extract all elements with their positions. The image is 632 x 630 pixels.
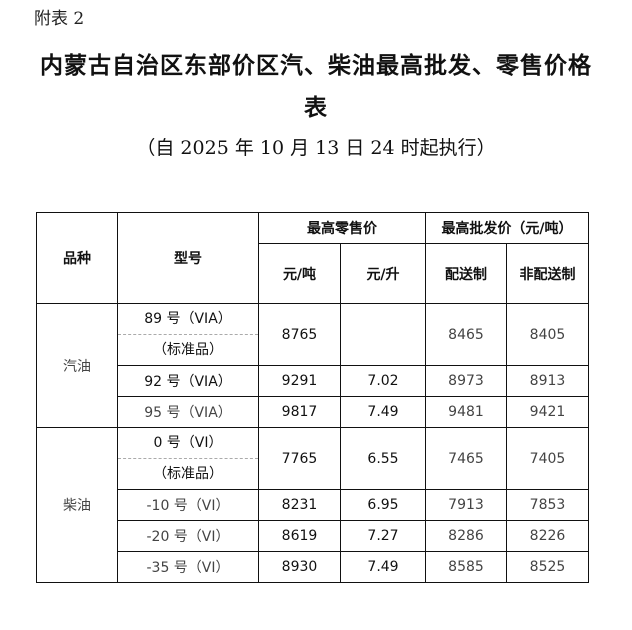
table-row: -35 号（VI） 8930 7.49 8585 8525 [37, 551, 589, 583]
model-note: （标准品） [153, 342, 223, 358]
model-cell: 0 号（VI） （标准品） [117, 427, 259, 490]
model-cell: -10 号（VI） [117, 489, 259, 521]
header-variety: 品种 [36, 212, 118, 304]
model-text: 89 号（VIA） [118, 304, 258, 335]
delivery-cell: 8585 [425, 551, 507, 583]
delivery-cell: 7465 [425, 427, 507, 490]
model-cell: 92 号（VIA） [117, 365, 259, 397]
retail-liter-cell: 6.95 [340, 489, 426, 521]
retail-liter-cell: 7.02 [340, 365, 426, 397]
retail-liter-cell: 7.49 [340, 396, 426, 428]
delivery-cell: 7913 [425, 489, 507, 521]
retail-liter-cell [340, 303, 426, 366]
retail-liter-cell: 7.49 [340, 551, 426, 583]
model-cell: 89 号（VIA） （标准品） [117, 303, 259, 366]
variety-cell: 汽油 [36, 303, 118, 428]
header-delivery: 配送制 [425, 243, 507, 304]
header-wholesale-group: 最高批发价（元/吨） [425, 212, 589, 244]
document-title-continued: 表 [304, 94, 328, 121]
model-text: 0 号（VI） [118, 428, 258, 459]
table-row: 92 号（VIA） 9291 7.02 8973 8913 [37, 365, 589, 397]
table-row: -20 号（VI） 8619 7.27 8286 8226 [37, 520, 589, 552]
retail-ton-cell: 9291 [258, 365, 341, 397]
model-cell: -20 号（VI） [117, 520, 259, 552]
delivery-cell: 8465 [425, 303, 507, 366]
non-delivery-cell: 8913 [506, 365, 589, 397]
retail-ton-cell: 9817 [258, 396, 341, 428]
header-model: 型号 [117, 212, 259, 304]
header-retail-liter: 元/升 [340, 243, 426, 304]
delivery-cell: 8286 [425, 520, 507, 552]
table-row: 95 号（VIA） 9817 7.49 9481 9421 [37, 396, 589, 428]
retail-liter-cell: 7.27 [340, 520, 426, 552]
non-delivery-cell: 8405 [506, 303, 589, 366]
annex-label: 附表 2 [34, 9, 85, 29]
non-delivery-cell: 8226 [506, 520, 589, 552]
delivery-cell: 9481 [425, 396, 507, 428]
non-delivery-cell: 7853 [506, 489, 589, 521]
retail-liter-cell: 6.55 [340, 427, 426, 490]
variety-cell: 柴油 [36, 427, 118, 583]
retail-ton-cell: 7765 [258, 427, 341, 490]
retail-ton-cell: 8619 [258, 520, 341, 552]
retail-ton-cell: 8765 [258, 303, 341, 366]
model-note: （标准品） [153, 466, 223, 482]
delivery-cell: 8973 [425, 365, 507, 397]
model-cell: -35 号（VI） [117, 551, 259, 583]
effective-date-subtitle: （自 2025 年 10 月 13 日 24 时起执行） [136, 137, 496, 159]
retail-ton-cell: 8930 [258, 551, 341, 583]
model-cell: 95 号（VIA） [117, 396, 259, 428]
table-row: 汽油 89 号（VIA） （标准品） 8765 8465 8405 [36, 303, 589, 428]
table-row: -10 号（VI） 8231 6.95 7913 7853 [37, 489, 589, 521]
table-row: 柴油 0 号（VI） （标准品） 7765 6.55 7465 7405 [36, 427, 589, 583]
header-retail-group: 最高零售价 [258, 212, 426, 244]
price-table: 品种 型号 最高零售价 最高批发价（元/吨） 元/吨 元/升 配送制 非配送制 … [36, 212, 589, 583]
non-delivery-cell: 7405 [506, 427, 589, 490]
non-delivery-cell: 8525 [506, 551, 589, 583]
document-title: 内蒙古自治区东部价区汽、柴油最高批发、零售价格 [40, 52, 592, 79]
header-non-delivery: 非配送制 [506, 243, 589, 304]
header-retail-ton: 元/吨 [258, 243, 341, 304]
retail-ton-cell: 8231 [258, 489, 341, 521]
non-delivery-cell: 9421 [506, 396, 589, 428]
